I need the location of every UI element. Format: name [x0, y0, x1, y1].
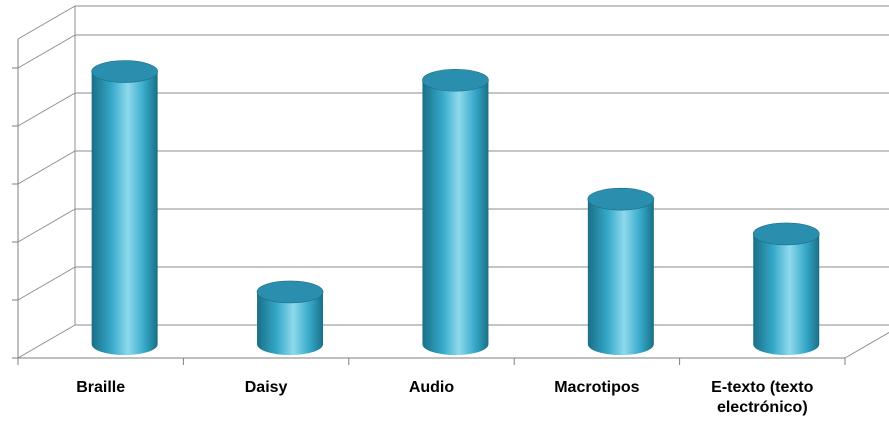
floor-edge	[844, 331, 889, 359]
bars	[91, 60, 820, 356]
gridline-side	[17, 208, 76, 243]
bar-1	[256, 280, 324, 356]
gridline-side	[17, 150, 76, 185]
x-tick-label: Daisy	[245, 379, 288, 396]
bar-0	[91, 60, 158, 356]
x-tick-label: Macrotipos	[554, 379, 639, 396]
x-tick-label: E-texto (texto electrónico)	[711, 379, 813, 416]
bar-body	[91, 71, 158, 356]
bar-body	[587, 199, 654, 356]
gridline-side	[17, 34, 76, 69]
gridline-side	[17, 5, 76, 40]
axes	[12, 6, 889, 365]
bar-4	[752, 222, 820, 356]
bar-3	[587, 187, 655, 356]
category-labels: Braille Daisy Audio Macrotipos E-texto (text…	[76, 379, 813, 416]
bar-body	[753, 233, 820, 356]
bar-top	[587, 187, 655, 211]
bar-top	[752, 222, 820, 246]
bar-top	[422, 68, 489, 92]
bar-2	[422, 68, 489, 356]
bar-body	[422, 80, 489, 356]
bar-top	[91, 60, 158, 83]
gridline-side	[17, 266, 76, 301]
x-tick-label: Audio	[409, 379, 455, 396]
gridline-side	[17, 92, 76, 127]
x-tick-label: Braille	[76, 379, 125, 396]
bar-body	[257, 291, 324, 356]
bar-top	[256, 280, 324, 304]
gridline-side	[17, 324, 76, 359]
